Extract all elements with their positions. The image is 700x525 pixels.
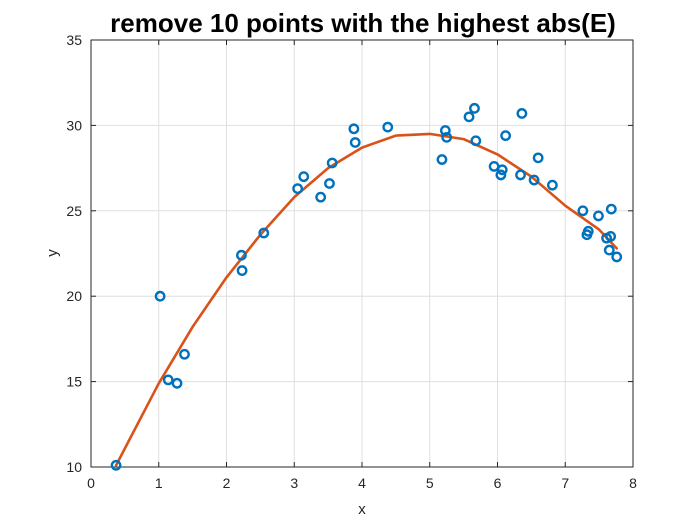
data-point: [528, 174, 540, 186]
x-tick-label: 6: [494, 475, 502, 491]
data-point: [515, 169, 526, 181]
chart-title: remove 10 points with the highest abs(E): [110, 8, 616, 38]
y-tick-label: 35: [66, 32, 82, 48]
data-point: [469, 102, 480, 114]
data-point: [154, 290, 166, 302]
data-point: [236, 265, 248, 276]
y-tick-label: 10: [66, 459, 82, 475]
data-point: [605, 203, 617, 215]
data-point: [500, 130, 512, 142]
data-points: [110, 102, 623, 471]
data-point: [298, 171, 310, 183]
data-point: [577, 205, 589, 217]
data-point: [441, 131, 453, 143]
data-point: [110, 459, 122, 471]
data-point: [315, 191, 327, 203]
x-tick-label: 1: [155, 475, 163, 491]
data-point: [382, 121, 394, 133]
data-point: [162, 374, 174, 386]
data-point: [324, 178, 335, 189]
x-tick-label: 4: [358, 475, 366, 491]
y-tick-label: 30: [66, 117, 82, 133]
x-axis-label: x: [358, 501, 366, 518]
y-axis-label: y: [44, 249, 61, 257]
data-point: [611, 251, 623, 263]
axis-ticks: 0 1 2 3 4 5 6 7 8 10 15 20 25 30 35: [66, 32, 637, 491]
grid: [91, 40, 633, 467]
y-tick-label: 25: [66, 203, 82, 219]
x-tick-label: 5: [426, 475, 434, 491]
data-point: [470, 135, 482, 147]
data-point: [593, 210, 604, 222]
data-point: [292, 183, 304, 194]
data-point: [496, 164, 508, 176]
data-point: [463, 111, 475, 123]
x-tick-label: 2: [223, 475, 231, 491]
data-point: [348, 123, 360, 135]
data-point: [532, 152, 544, 164]
x-tick-label: 8: [629, 475, 637, 491]
data-point: [516, 108, 528, 119]
data-point: [495, 169, 507, 181]
x-tick-label: 3: [290, 475, 298, 491]
fit-curve-group: [114, 132, 618, 467]
data-point: [582, 225, 594, 237]
data-point: [436, 154, 448, 165]
fit-curve: [114, 132, 618, 467]
y-tick-label: 15: [66, 374, 82, 390]
data-point: [236, 249, 247, 261]
data-point: [605, 231, 617, 242]
data-point: [258, 227, 270, 239]
data-point: [179, 348, 190, 360]
y-tick-label: 20: [66, 288, 82, 304]
x-tick-label: 0: [87, 475, 95, 491]
data-point: [171, 377, 183, 389]
data-point: [603, 244, 615, 256]
x-tick-label: 7: [561, 475, 569, 491]
data-point: [349, 137, 361, 148]
data-point: [439, 125, 451, 136]
data-point: [546, 179, 558, 191]
data-point: [326, 157, 338, 169]
